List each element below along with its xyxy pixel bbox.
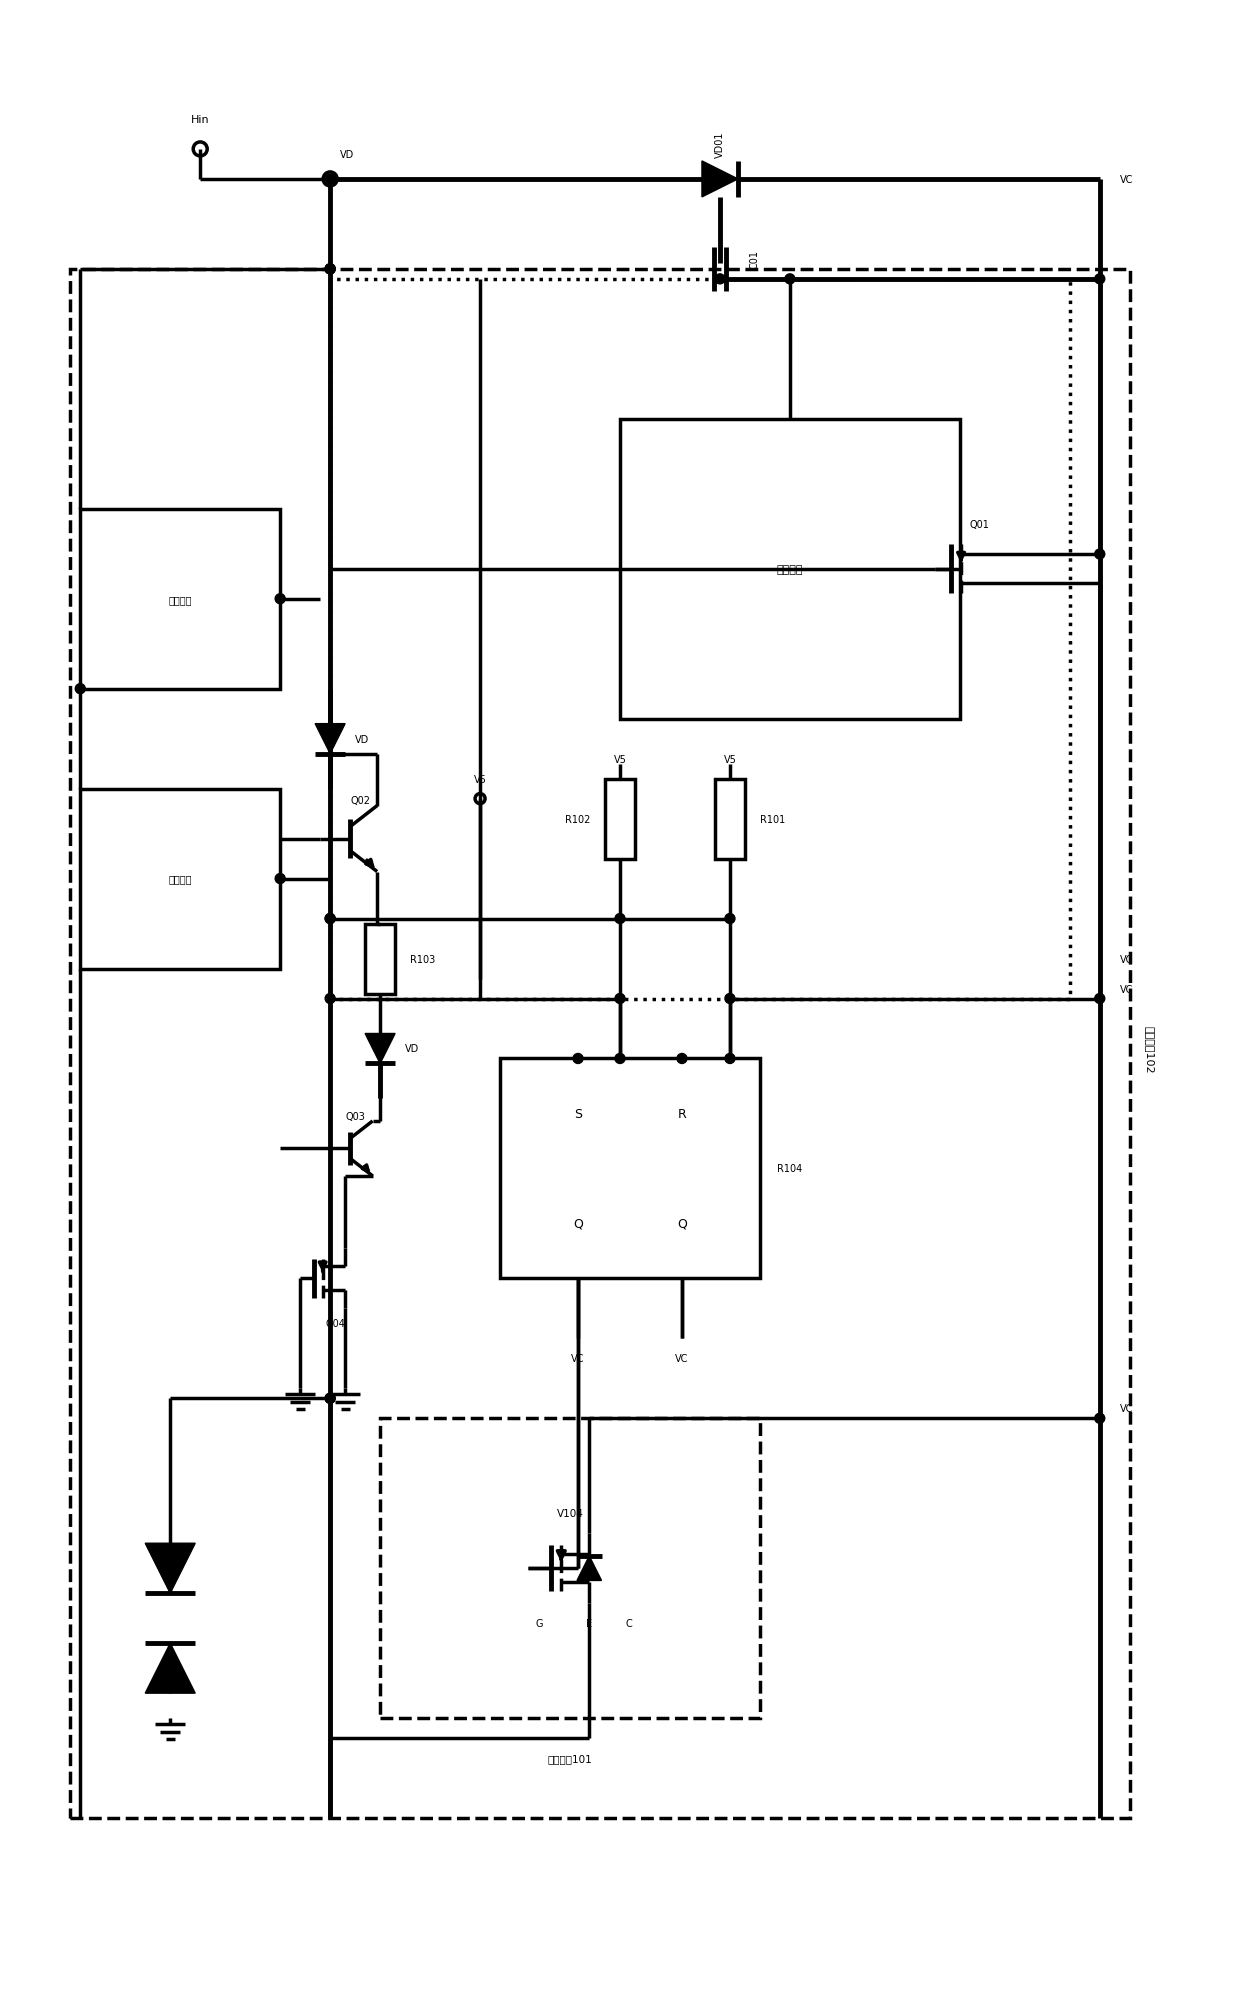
Bar (500, 1059, 760, 1279)
Text: S: S (574, 1107, 582, 1121)
Circle shape (573, 1055, 583, 1063)
Polygon shape (145, 1642, 195, 1694)
Text: VC: VC (1120, 174, 1133, 186)
Circle shape (1095, 549, 1105, 559)
Text: Q04: Q04 (325, 1319, 345, 1329)
Bar (365, 925, 396, 995)
Text: 封装结构: 封装结构 (776, 563, 804, 575)
Text: VC: VC (1120, 1403, 1133, 1415)
Bar (71, 270, 1130, 1818)
Circle shape (725, 995, 735, 1003)
Bar (81, 789, 280, 969)
Text: C01: C01 (750, 250, 760, 270)
Text: VD: VD (340, 150, 355, 160)
Bar (605, 779, 635, 859)
Circle shape (275, 595, 285, 603)
Circle shape (325, 1395, 335, 1403)
Circle shape (325, 266, 335, 276)
Text: VC: VC (1120, 983, 1133, 995)
Text: R101: R101 (760, 813, 785, 825)
Text: R102: R102 (564, 813, 590, 825)
Circle shape (325, 995, 335, 1003)
Circle shape (275, 875, 285, 885)
Circle shape (325, 266, 335, 276)
Polygon shape (315, 725, 345, 755)
Text: Q03: Q03 (345, 1111, 365, 1121)
Text: 储能电路: 储能电路 (169, 873, 192, 885)
Bar (381, 1419, 760, 1718)
Circle shape (715, 276, 725, 286)
Text: V5: V5 (723, 753, 737, 765)
Text: C: C (626, 1618, 632, 1628)
Text: Q02: Q02 (350, 795, 370, 805)
Text: V5: V5 (474, 773, 486, 785)
Circle shape (325, 176, 335, 186)
Polygon shape (145, 1544, 195, 1594)
Circle shape (785, 276, 795, 286)
Text: Q: Q (677, 1217, 687, 1231)
Circle shape (615, 995, 625, 1003)
Circle shape (725, 1055, 735, 1063)
Text: E: E (587, 1618, 593, 1628)
Bar (620, 420, 960, 719)
Circle shape (325, 1395, 335, 1403)
Bar (715, 779, 745, 859)
Text: Hin: Hin (191, 114, 210, 126)
Polygon shape (577, 1556, 601, 1580)
Text: V5: V5 (614, 753, 626, 765)
Circle shape (325, 915, 335, 923)
Circle shape (325, 266, 335, 276)
Text: R104: R104 (777, 1163, 802, 1175)
Circle shape (677, 1055, 687, 1063)
Polygon shape (365, 1035, 396, 1063)
Text: VD: VD (355, 733, 370, 745)
Text: G: G (536, 1618, 543, 1628)
Text: R103: R103 (410, 953, 435, 965)
Circle shape (76, 685, 86, 695)
Text: VC: VC (572, 1353, 585, 1365)
Circle shape (1095, 276, 1105, 286)
Polygon shape (702, 162, 738, 198)
Text: VD: VD (405, 1043, 419, 1055)
Circle shape (725, 915, 735, 923)
Circle shape (325, 915, 335, 923)
Bar (330, 280, 1070, 999)
Text: Q: Q (573, 1217, 583, 1231)
Text: VC: VC (676, 1353, 688, 1365)
Text: VD01: VD01 (715, 132, 725, 158)
Circle shape (1095, 1415, 1105, 1423)
Circle shape (1095, 995, 1105, 1003)
Text: R: R (677, 1107, 687, 1121)
Text: 开关器件101: 开关器件101 (548, 1752, 593, 1764)
Circle shape (615, 1055, 625, 1063)
Text: V104: V104 (557, 1508, 584, 1518)
Text: VC: VC (1120, 953, 1133, 965)
Bar (81, 509, 280, 689)
Text: 接口电路: 接口电路 (169, 593, 192, 605)
Text: 保护电路102: 保护电路102 (1145, 1025, 1154, 1073)
Circle shape (615, 915, 625, 923)
Text: Q01: Q01 (970, 519, 990, 529)
